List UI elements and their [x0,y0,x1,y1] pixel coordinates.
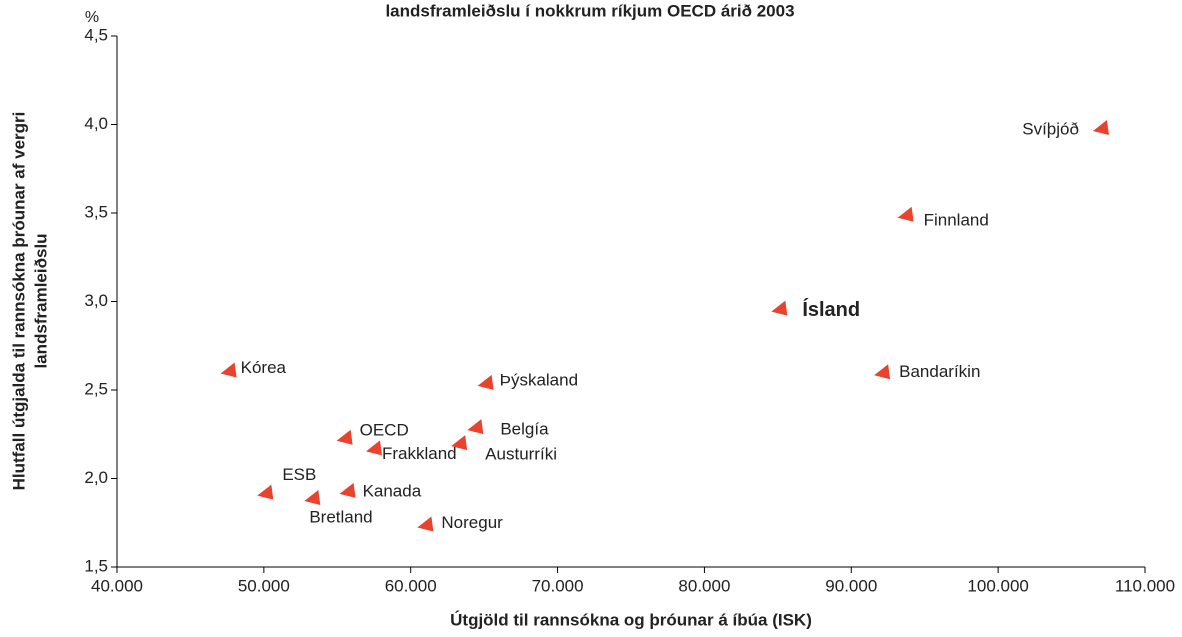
marker [417,516,434,532]
x-tick-label: 60.000 [385,576,437,595]
y-unit: % [85,9,99,26]
marker [467,419,484,435]
marker [451,435,468,451]
point-label: Austurríki [485,445,557,464]
y-tick-label: 4,0 [84,114,108,133]
y-tick-label: 4,5 [84,25,108,44]
marker [874,364,891,380]
x-axis-label: Útgjöld til rannsókna og þróunar á íbúa … [450,610,812,629]
point-label: Belgía [500,420,549,439]
x-tick-label: 70.000 [532,576,584,595]
x-tick-label: 40.000 [91,576,143,595]
point-label: Ísland [802,298,860,321]
point-label: Bretland [309,507,372,526]
point-label: OECD [360,420,409,439]
point-label: Þýskaland [500,370,578,389]
point-label: Kórea [241,358,287,377]
marker [771,300,788,316]
point-label: ESB [282,465,316,484]
x-tick-label: 100.000 [967,576,1028,595]
marker [477,374,494,390]
y-tick-label: 3,5 [84,202,108,221]
point-label: Svíþjóð [1022,120,1079,139]
chart-title: landsframleiðslu í nokkrum ríkjum OECD á… [385,1,794,20]
x-tick-label: 110.000 [1115,576,1175,595]
marker [897,206,914,222]
y-tick-label: 2,0 [84,468,108,487]
point-label: Finnland [924,210,989,229]
y-tick-label: 1,5 [84,556,108,575]
point-label: Kanada [363,481,422,500]
marker [220,362,237,378]
point-label: Noregur [441,513,503,532]
x-tick-label: 80.000 [678,576,730,595]
x-tick-label: 90.000 [825,576,877,595]
marker [336,429,353,445]
marker [366,440,382,456]
x-tick-label: 50.000 [238,576,290,595]
point-label: Frakkland [382,444,457,463]
marker [339,482,356,498]
y-axis-label: landsframleiðslu [31,233,50,368]
point-label: Bandaríkin [899,362,980,381]
marker [257,484,274,500]
marker [1092,120,1109,136]
marker [304,489,321,505]
y-tick-label: 2,5 [84,379,108,398]
y-axis-label: Hlutfall útgjalda til rannsókna þróunar … [9,112,28,491]
y-tick-label: 3,0 [84,291,108,310]
